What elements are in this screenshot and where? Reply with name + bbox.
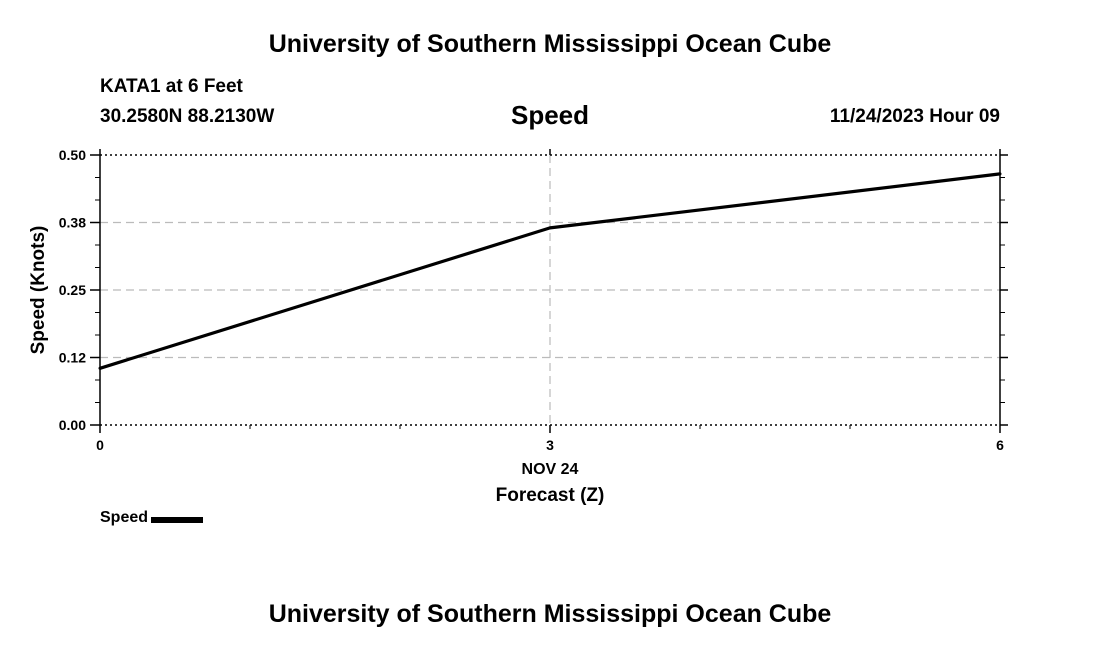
datetime-label: 11/24/2023 Hour 09 [829,106,1000,127]
axes [90,149,1008,433]
y-tick-label-2: 0.25 [59,282,86,298]
data-point-1 [548,226,552,230]
x-date-label: NOV 24 [522,461,579,478]
y-tick-label-1: 0.12 [59,350,86,366]
legend: Speed [100,509,204,527]
series [98,172,1002,370]
y-tick-label-4: 0.50 [59,147,86,163]
x-axis-title: Forecast (Z) [496,485,605,506]
x-tick-label-2: 6 [996,437,1004,453]
station-label: KATA1 at 6 Feet [100,76,243,97]
coordinates-label: 30.2580N 88.2130W [100,106,275,127]
chart-title-bottom: University of Southern Mississippi Ocean… [268,600,832,628]
legend-swatch [151,516,204,523]
chart-title-top: University of Southern Mississippi Ocean… [268,30,832,58]
y-tick-label-0: 0.00 [59,417,86,433]
legend-label: Speed [100,509,149,526]
parameter-title: Speed [510,100,590,130]
data-point-0 [98,366,102,370]
x-tick-label-0: 0 [96,437,104,453]
tick-labels: 0.00 0.12 0.25 0.38 0.50 0 3 6 NOV 24 Forecast (Z… [28,147,1004,506]
y-tick-label-3: 0.38 [59,215,86,231]
grid [100,155,1000,425]
y-axis-title: Speed (Knots) [28,226,49,355]
x-tick-label-1: 3 [546,437,554,453]
data-point-2 [998,172,1002,176]
